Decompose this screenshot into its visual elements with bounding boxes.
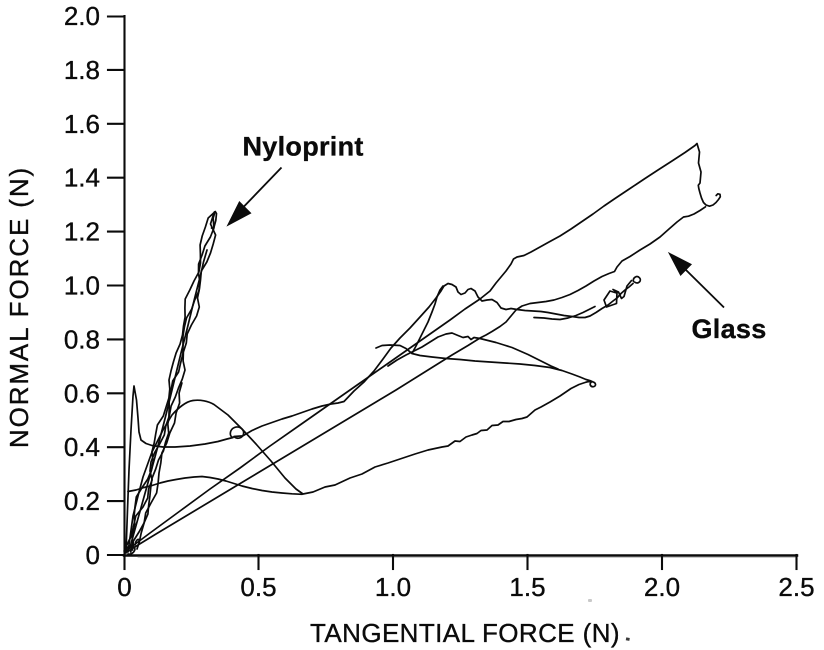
svg-text:2.0: 2.0 (64, 1, 100, 31)
svg-text:Glass: Glass (692, 314, 767, 344)
svg-text:1.8: 1.8 (64, 55, 100, 85)
svg-text:0.6: 0.6 (64, 378, 100, 408)
svg-text:TANGENTIAL FORCE (N): TANGENTIAL FORCE (N) (310, 618, 620, 648)
svg-text:Nyloprint: Nyloprint (243, 132, 364, 162)
svg-text:0.8: 0.8 (64, 324, 100, 354)
svg-text:1.0: 1.0 (64, 271, 100, 301)
svg-text:1.2: 1.2 (64, 217, 100, 247)
svg-text:1.5: 1.5 (509, 572, 545, 602)
svg-text:0.5: 0.5 (240, 572, 276, 602)
svg-text:0: 0 (86, 540, 100, 570)
svg-text:0.2: 0.2 (64, 486, 100, 516)
svg-text:2.0: 2.0 (644, 572, 680, 602)
svg-text:0.4: 0.4 (64, 432, 100, 462)
svg-text:1.0: 1.0 (375, 572, 411, 602)
svg-text:1.4: 1.4 (64, 163, 100, 193)
svg-text:1.6: 1.6 (64, 109, 100, 139)
svg-text:2.5: 2.5 (778, 572, 814, 602)
svg-text:NORMAL FORCE (N): NORMAL FORCE (N) (4, 166, 34, 448)
svg-text:0: 0 (117, 572, 131, 602)
